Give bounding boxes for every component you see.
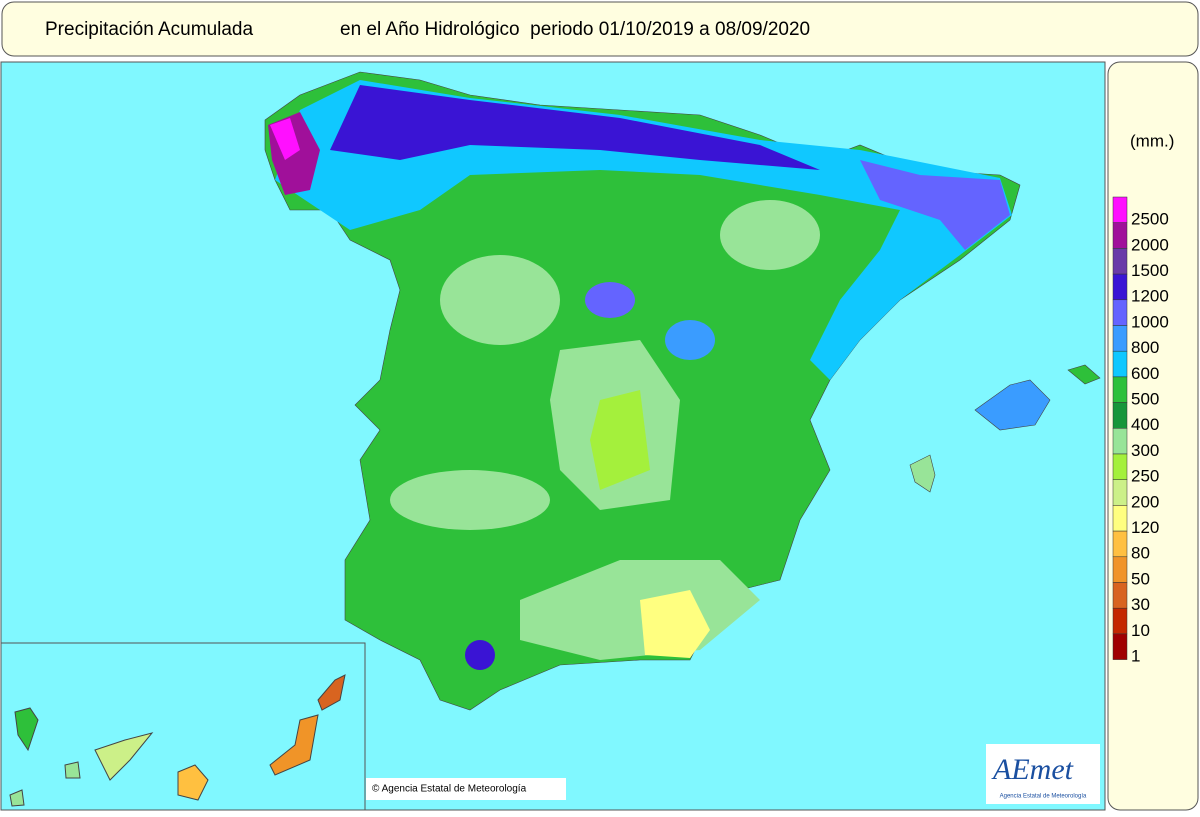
mallorca — [974, 379, 1051, 431]
legend-label: 80 — [1131, 544, 1150, 563]
legend-swatch — [1112, 505, 1128, 532]
legend-label: 1000 — [1131, 312, 1169, 331]
legend-label: 1200 — [1131, 287, 1169, 306]
legend-label: 600 — [1131, 364, 1159, 383]
iberico — [665, 320, 715, 360]
legend-swatch — [1112, 582, 1128, 609]
copyright: © Agencia Estatal de Meteorología — [372, 784, 527, 795]
legend-swatch — [1112, 376, 1128, 403]
title: Precipitación Acumulada — [45, 19, 253, 40]
legend-unit: (mm.) — [1130, 131, 1174, 150]
el-hierro — [9, 789, 25, 807]
meseta-north — [440, 255, 560, 345]
subtitle: en el Año Hidrológico periodo 01/10/2019… — [340, 19, 810, 40]
legend-swatch — [1112, 402, 1128, 429]
copyright-box — [366, 778, 566, 800]
legend-label: 800 — [1131, 338, 1159, 357]
legend-label: 2500 — [1131, 210, 1169, 229]
legend-swatch — [1112, 222, 1128, 249]
legend-label: 1500 — [1131, 261, 1169, 280]
legend-label: 1 — [1131, 647, 1140, 666]
legend-label: 120 — [1131, 518, 1159, 537]
extremadura — [390, 470, 550, 530]
logo-caption: Agencia Estatal de Meteorología — [1000, 794, 1087, 800]
la-gomera — [64, 761, 81, 779]
logo: AEmet — [991, 753, 1074, 786]
legend-label: 200 — [1131, 492, 1159, 511]
legend-swatch — [1112, 453, 1128, 480]
legend-label: 300 — [1131, 441, 1159, 460]
galicia-peak — [270, 118, 300, 160]
legend-swatch — [1112, 196, 1128, 223]
legend-swatch — [1112, 248, 1128, 275]
la-mancha-dry — [590, 390, 650, 490]
title-box — [1, 1, 1199, 57]
la-palma — [14, 707, 39, 752]
legend-label: 250 — [1131, 467, 1159, 486]
legend-label: 10 — [1131, 621, 1150, 640]
pyrenees — [860, 160, 1010, 250]
legend-label: 2000 — [1131, 235, 1169, 254]
legend-label: 50 — [1131, 569, 1150, 588]
legend-label: 30 — [1131, 595, 1150, 614]
legend-swatch — [1112, 273, 1128, 301]
legend-label: 400 — [1131, 415, 1159, 434]
tenerife — [94, 732, 154, 781]
legend-swatch — [1112, 350, 1128, 378]
legend-swatch — [1112, 633, 1128, 660]
ebro-zone — [720, 200, 820, 270]
ibiza — [909, 454, 936, 493]
legend-swatch — [1112, 607, 1128, 635]
guadarrama — [585, 282, 635, 318]
legend-swatch — [1112, 325, 1128, 352]
north-purple-band — [330, 85, 820, 170]
legend-swatch — [1112, 428, 1128, 455]
legend: 2500 2000 1500 1200 1000 800 600 500 400 300 250 20… — [1112, 196, 1169, 666]
legend-swatch — [1112, 299, 1128, 326]
legend-swatch — [1112, 479, 1128, 506]
logo-box — [986, 744, 1100, 804]
north-wet-band — [275, 80, 1012, 380]
fuerteventura — [269, 714, 319, 776]
legend-label: 500 — [1131, 390, 1159, 409]
lanzarote — [317, 674, 346, 711]
menorca — [1067, 364, 1101, 385]
legend-panel — [1107, 61, 1199, 811]
grazalema — [465, 640, 495, 670]
gran-canaria — [177, 764, 209, 801]
legend-swatch — [1112, 530, 1128, 558]
legend-swatch — [1112, 556, 1128, 583]
almeria — [640, 590, 710, 658]
